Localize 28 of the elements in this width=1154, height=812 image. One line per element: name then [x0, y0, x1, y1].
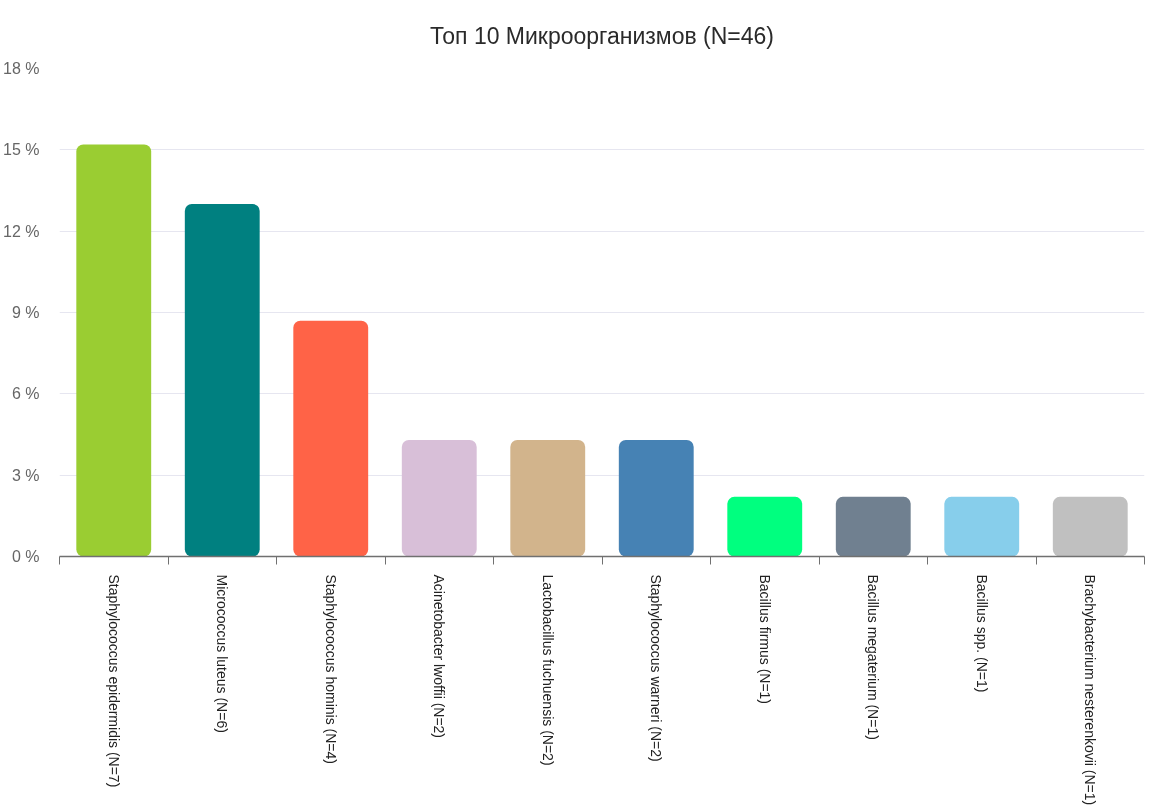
x-tick-label: Bacillus megaterium (N=1)	[865, 574, 882, 740]
x-tick-label: Acinetobacter lwoffii (N=2)	[431, 574, 448, 739]
bar	[835, 496, 911, 557]
y-tick-label: 0 %	[11, 548, 40, 565]
bar	[293, 320, 369, 557]
bar	[727, 496, 803, 557]
x-tick-label: Lactobacillus fuchuensis (N=2)	[539, 574, 556, 766]
bar	[184, 204, 260, 557]
bar	[944, 496, 1020, 557]
x-tick-label: Staphylococcus epidermidis (N=7)	[105, 574, 122, 788]
y-tick-label: 18 %	[3, 60, 40, 77]
y-tick-label: 12 %	[3, 222, 40, 240]
y-tick-label: 15 %	[3, 141, 40, 159]
bar	[1052, 496, 1128, 557]
chart-title: Топ 10 Микроорганизмов (N=46)	[429, 22, 775, 49]
y-tick-label: 6 %	[11, 385, 40, 403]
bar	[76, 144, 152, 557]
x-tick-label: Staphylococcus warneri (N=2)	[648, 574, 665, 762]
x-tick-label: Staphylococcus hominis (N=4)	[322, 574, 339, 764]
bar	[510, 439, 586, 557]
y-tick-label: 3 %	[11, 466, 40, 484]
x-tick-label: Bacillus firmus (N=1)	[756, 574, 773, 705]
bar	[618, 439, 694, 557]
y-tick-label: 9 %	[11, 304, 40, 321]
x-tick-label: Brachybacterium nesterenkovii (N=1)	[1082, 574, 1099, 806]
x-tick-label: Bacillus spp. (N=1)	[973, 574, 990, 693]
x-tick-label: Micrococcus luteus (N=6)	[214, 574, 231, 733]
bar	[401, 439, 477, 557]
